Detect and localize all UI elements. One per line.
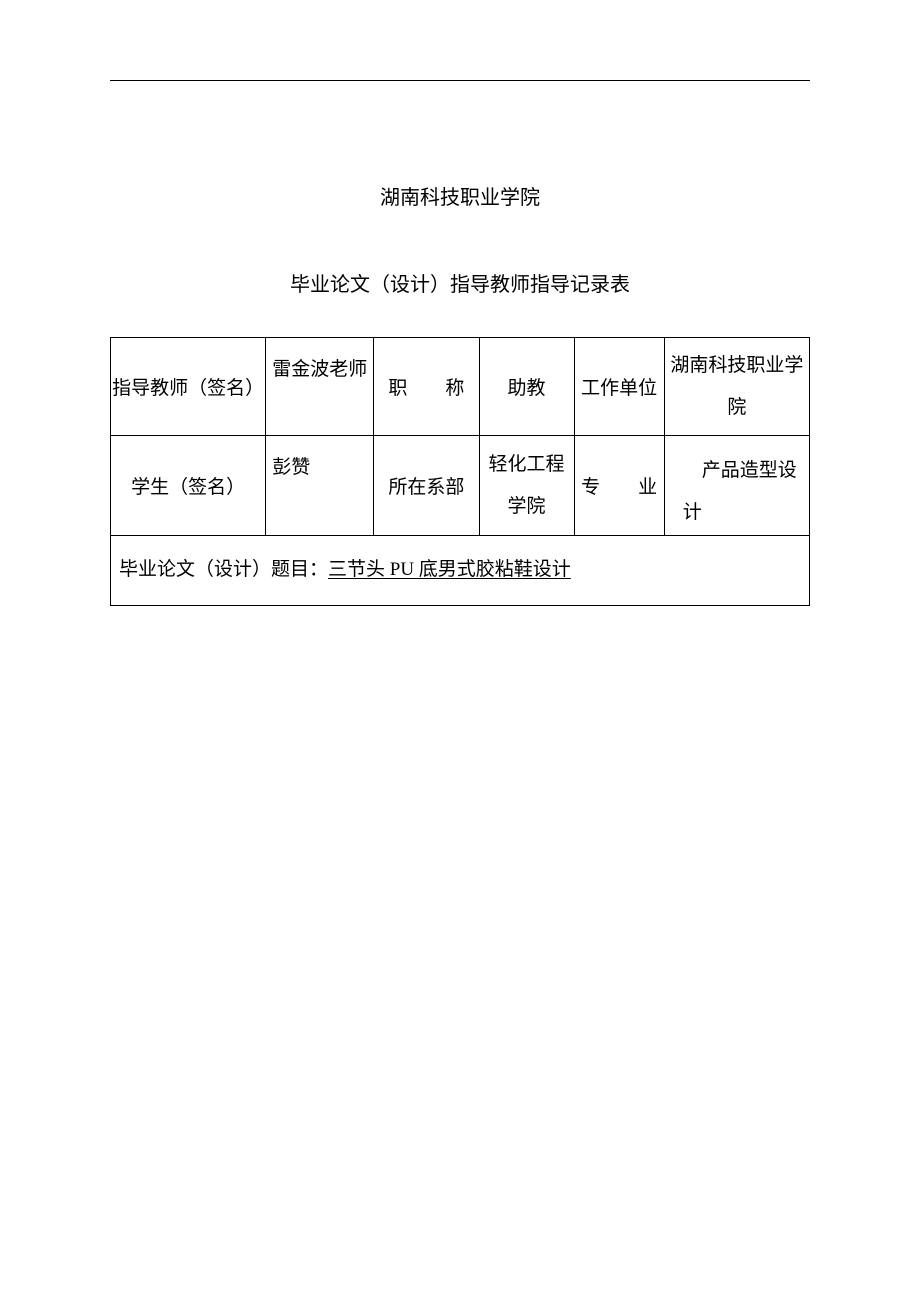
thesis-topic-value: 三节头 PU 底男式胶粘鞋设计 (328, 559, 571, 580)
record-table: 指导教师（签名） 雷金波老师 职 称 助教 工作单位 湖南科技职业学院 学生（签… (110, 337, 810, 606)
label-job-title: 职 称 (374, 338, 479, 436)
thesis-topic-cell: 毕业论文（设计）题目：三节头 PU 底男式胶粘鞋设计 (111, 536, 810, 606)
label-student-signature: 学生（签名） (111, 436, 266, 536)
value-department: 轻化工程学院 (479, 436, 574, 536)
value-major: 产品造型设计 (664, 436, 809, 536)
value-job-title: 助教 (479, 338, 574, 436)
table-row-advisor: 指导教师（签名） 雷金波老师 职 称 助教 工作单位 湖南科技职业学院 (111, 338, 810, 436)
label-department: 所在系部 (374, 436, 479, 536)
label-advisor-signature: 指导教师（签名） (111, 338, 266, 436)
page-container: 湖南科技职业学院 毕业论文（设计）指导教师指导记录表 指导教师（签名） 雷金波老… (0, 0, 920, 606)
institution-name: 湖南科技职业学院 (110, 181, 810, 210)
value-student-name: 彭赞 (266, 436, 374, 536)
table-row-topic: 毕业论文（设计）题目：三节头 PU 底男式胶粘鞋设计 (111, 536, 810, 606)
value-advisor-name: 雷金波老师 (266, 338, 374, 436)
thesis-topic-label: 毕业论文（设计）题目： (119, 559, 328, 580)
form-title: 毕业论文（设计）指导教师指导记录表 (110, 268, 810, 297)
value-work-unit: 湖南科技职业学院 (664, 338, 809, 436)
table-row-student: 学生（签名） 彭赞 所在系部 轻化工程学院 专 业 产品造型设计 (111, 436, 810, 536)
label-major: 专 业 (574, 436, 664, 536)
top-horizontal-rule (110, 80, 810, 81)
label-work-unit: 工作单位 (574, 338, 664, 436)
